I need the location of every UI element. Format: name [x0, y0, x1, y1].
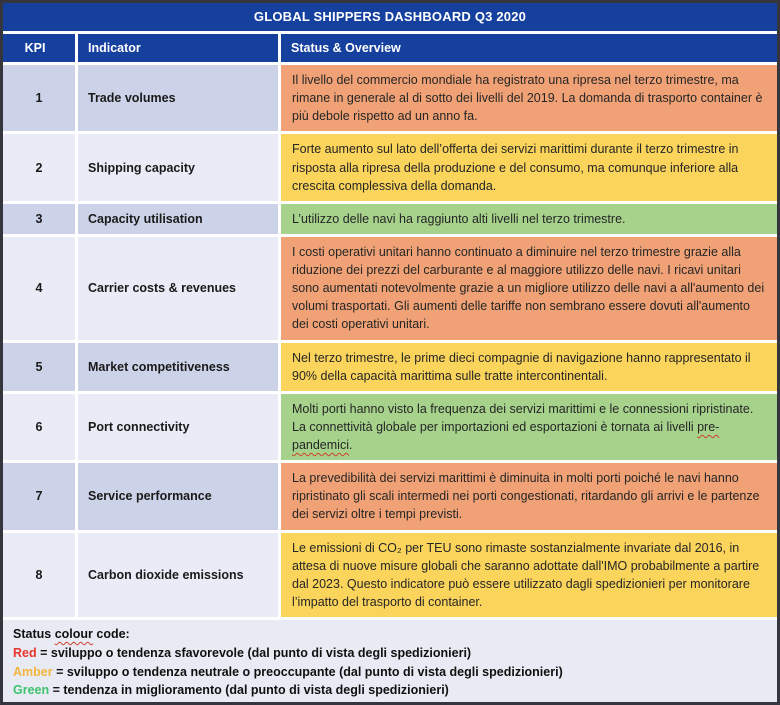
indicator-cell: Service performance [75, 460, 281, 533]
kpi-cell: 1 [3, 61, 78, 135]
legend-text: = sviluppo o tendenza neutrale o preoccu… [52, 664, 563, 679]
status-cell: Molti porti hanno visto la frequenza dei… [278, 390, 777, 464]
legend-term: Red [13, 645, 37, 660]
kpi-cell: 6 [3, 390, 78, 464]
table-row: 8 Carbon dioxide emissions Le emissioni … [3, 529, 777, 620]
indicator-cell: Trade volumes [75, 61, 281, 135]
text-segment: Il livello del commercio mondiale ha reg… [292, 73, 763, 124]
text-segment: Forte aumento sul lato dell’offerta dei … [292, 142, 739, 193]
text-segment: code: [92, 627, 130, 641]
table-header-row: KPI Indicator Status & Overview [3, 31, 777, 65]
kpi-cell: 7 [3, 460, 78, 533]
table-row: 6 Port connectivity Molti porti hanno vi… [3, 390, 777, 464]
indicator-cell: Shipping capacity [75, 131, 281, 204]
column-header-status: Status & Overview [278, 31, 777, 65]
text-segment: I costi operativi unitari hanno continua… [292, 244, 765, 332]
kpi-cell: 4 [3, 233, 78, 343]
legend-line: Amber = sviluppo o tendenza neutrale o p… [13, 663, 767, 682]
indicator-cell: Capacity utilisation [75, 200, 281, 237]
text-segment: Molti porti hanno visto la frequenza dei… [292, 401, 754, 434]
status-cell: Il livello del commercio mondiale ha reg… [278, 61, 777, 135]
spellcheck-flagged-text: colour [54, 627, 93, 641]
legend-heading: Status colour code: [13, 625, 767, 644]
text-segment: Status [13, 627, 55, 641]
status-cell: I costi operativi unitari hanno continua… [278, 233, 777, 343]
status-cell: Nel terzo trimestre, le prime dieci comp… [278, 339, 777, 394]
text-segment: Le emissioni di CO₂ per TEU sono rimaste… [292, 540, 760, 609]
table-row: 3 Capacity utilisation L’utilizzo delle … [3, 200, 777, 237]
kpi-table: KPI Indicator Status & Overview 1 Trade … [3, 31, 777, 620]
legend-line: Red = sviluppo o tendenza sfavorevole (d… [13, 644, 767, 663]
status-cell: La prevedibilità dei servizi marittimi è… [278, 460, 777, 533]
status-cell: L’utilizzo delle navi ha raggiunto alti … [278, 200, 777, 237]
legend-text: = tendenza in miglioramento (dal punto d… [49, 683, 449, 698]
legend-text: = sviluppo o tendenza sfavorevole (dal p… [36, 645, 472, 660]
indicator-cell: Carrier costs & revenues [75, 233, 281, 343]
legend-line: Green = tendenza in miglioramento (dal p… [13, 681, 767, 700]
text-segment: L’utilizzo delle navi ha raggiunto alti … [292, 211, 626, 226]
legend-term: Amber [13, 664, 53, 679]
table-body: 1 Trade volumes Il livello del commercio… [3, 61, 777, 620]
spellcheck-flagged-text: pre-pandemici [292, 419, 720, 452]
table-row: 5 Market competitiveness Nel terzo trime… [3, 339, 777, 394]
indicator-cell: Carbon dioxide emissions [75, 529, 281, 620]
status-colour-legend: Status colour code: Red = sviluppo o ten… [3, 620, 777, 702]
legend-term: Green [13, 683, 50, 698]
table-row: 1 Trade volumes Il livello del commercio… [3, 61, 777, 135]
kpi-cell: 5 [3, 339, 78, 394]
column-header-kpi: KPI [3, 31, 78, 65]
table-row: 4 Carrier costs & revenues I costi opera… [3, 233, 777, 343]
text-segment: Nel terzo trimestre, le prime dieci comp… [292, 350, 751, 383]
indicator-cell: Market competitiveness [75, 339, 281, 394]
indicator-cell: Port connectivity [75, 390, 281, 464]
page-title: GLOBAL SHIPPERS DASHBOARD Q3 2020 [3, 3, 777, 31]
table-row: 2 Shipping capacity Forte aumento sul la… [3, 131, 777, 204]
kpi-cell: 3 [3, 200, 78, 237]
column-header-indicator: Indicator [75, 31, 281, 65]
text-segment: La prevedibilità dei servizi marittimi è… [292, 471, 760, 522]
table-row: 7 Service performance La prevedibilità d… [3, 460, 777, 533]
text-segment: . [348, 438, 353, 452]
kpi-cell: 8 [3, 529, 78, 620]
status-cell: Forte aumento sul lato dell’offerta dei … [278, 131, 777, 204]
kpi-cell: 2 [3, 131, 78, 204]
status-cell: Le emissioni di CO₂ per TEU sono rimaste… [278, 529, 777, 620]
